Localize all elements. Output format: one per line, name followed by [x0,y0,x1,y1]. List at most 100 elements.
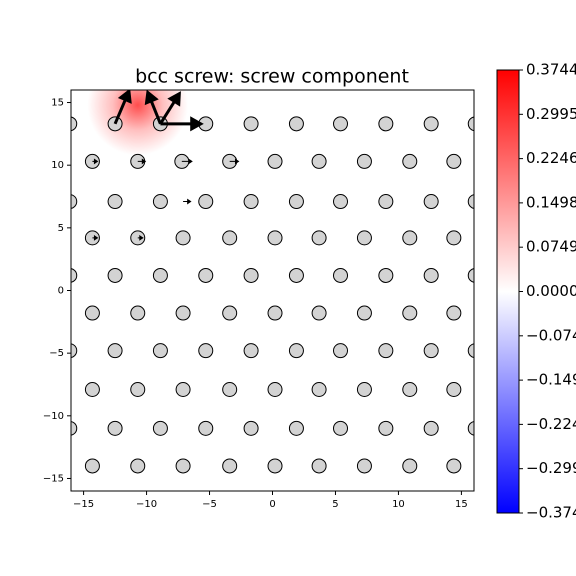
x-tick-label: 0 [269,499,275,510]
atom [333,194,349,210]
atom [311,305,327,321]
atom [402,458,418,474]
atom [467,194,474,209]
atom [243,267,259,283]
atom [423,343,439,359]
atom [288,420,304,436]
atom [175,230,191,246]
atom [356,230,372,246]
atom [198,267,214,283]
atom [446,305,462,321]
atom [267,230,283,246]
displacement-arrow [137,234,144,241]
y-tick-label: 10 [51,160,64,171]
atom [333,116,349,132]
displacement-arrow [160,116,204,132]
atom [311,381,327,397]
displacement-arrow [229,158,240,165]
atom [402,305,418,321]
atom [130,458,146,474]
y-tick-label: 15 [51,98,64,109]
y-tick-label: −10 [43,411,64,422]
colorbar-tick-label: −0.2995 [526,459,576,477]
colorbar-tick-label: 0.2995 [526,105,576,123]
atom [446,458,462,474]
colorbar [496,69,520,514]
atom [175,381,191,397]
atom [423,116,439,132]
atom [378,194,394,210]
displacement-arrow [137,158,147,165]
atom [446,230,462,246]
atom [356,153,372,169]
atom [311,153,327,169]
atom [333,343,349,359]
displacement-arrow [113,90,132,125]
atom [356,381,372,397]
atom [288,267,304,283]
atom [175,458,191,474]
atom [107,194,123,210]
colorbar-tick-label: −0.0749 [526,326,576,344]
atom [84,458,100,474]
atom [130,381,146,397]
x-tick-label: 15 [455,499,468,510]
displacement-arrow [183,198,192,205]
x-tick-label: −5 [202,499,217,510]
y-tick-label: 0 [58,286,64,297]
atom [243,343,259,359]
x-tick-label: −10 [136,499,157,510]
displacement-arrow [181,158,193,165]
atom [107,116,123,132]
x-tick-label: 10 [392,499,405,510]
atom [107,267,123,283]
colorbar-tick-label: 0.0000 [526,282,576,300]
atom [71,116,78,132]
atom [71,194,78,209]
atom [356,305,372,321]
atom [198,420,214,436]
atom [243,420,259,436]
atom [378,343,394,359]
colorbar-tick-label: 0.1498 [526,193,576,211]
atom [446,381,462,397]
atom [446,153,462,169]
atom [311,230,327,246]
y-tick-label: −15 [43,473,64,484]
atom [84,381,100,397]
atom [356,458,372,474]
atom [198,194,214,210]
atom [243,116,259,132]
atom [243,194,259,210]
y-tick-label: −5 [49,348,64,359]
atom [198,343,214,359]
atom [107,343,123,359]
atom [84,305,100,321]
atom [267,153,283,169]
atom [152,343,168,359]
atom [152,194,168,210]
colorbar-tick-label: −0.3744 [526,504,576,522]
atom [402,381,418,397]
displacement-arrow [92,234,99,241]
atom [71,268,78,283]
plot-area [71,90,474,474]
atom [222,381,238,397]
atom [288,194,304,210]
atom [175,305,191,321]
x-tick-label: −15 [73,499,94,510]
displacement-arrow [144,90,162,125]
atom [222,458,238,474]
colorbar-tick-label: 0.0749 [526,238,576,256]
atom [288,343,304,359]
atom [333,420,349,436]
atom [378,267,394,283]
field-hotspot [87,90,189,156]
atom [311,458,327,474]
atom [130,305,146,321]
atom [288,116,304,132]
y-tick-label: 5 [58,223,64,234]
atom [423,420,439,436]
atom [267,381,283,397]
